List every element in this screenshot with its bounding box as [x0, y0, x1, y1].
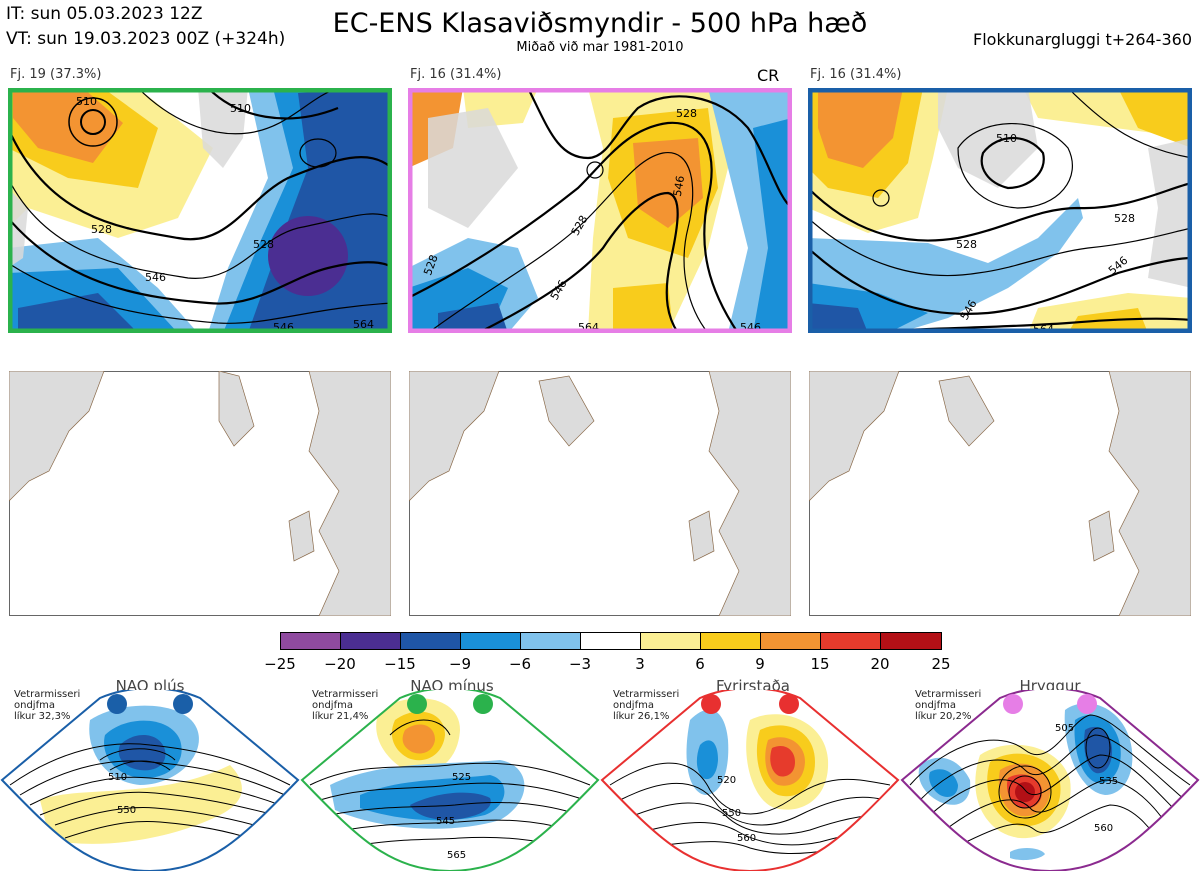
cluster-map-2: 528 546 528 546 528 564 546: [408, 88, 792, 333]
contour-label: 528: [91, 223, 112, 236]
colorbar-swatch: [760, 632, 821, 650]
contour-label: 565: [447, 850, 466, 861]
regime-map-blocking: 520 550 560: [600, 690, 900, 871]
colorbar-swatch: [580, 632, 641, 650]
regime-map-nao-plus: 510 550: [0, 690, 300, 871]
page-title: EC-ENS Klasaviðsmyndir - 500 hPa hæð: [332, 8, 868, 39]
contour-label: 528: [956, 238, 977, 251]
initial-time: IT: sun 05.03.2023 12Z: [6, 4, 203, 24]
cluster-map-3: 510 528 528 546 546 564: [808, 88, 1192, 333]
contour-label: 528: [1114, 212, 1135, 225]
contour-label: 564: [1033, 323, 1054, 333]
panel-1-label: Fj. 19 (37.3%): [10, 67, 102, 82]
contour-label: 525: [452, 772, 471, 783]
cluster-map-1: 510 528 546 528 546 510 564: [8, 88, 392, 333]
colorbar-swatch: [460, 632, 521, 650]
empty-map-1: [9, 371, 391, 616]
colorbar-tick-label: −25: [264, 655, 296, 673]
contour-label: 545: [436, 816, 455, 827]
panel-3-label: Fj. 16 (31.4%): [810, 67, 902, 82]
contour-label: 560: [737, 833, 756, 844]
colorbar-swatch: [280, 632, 341, 650]
page-subtitle: Miðað við mar 1981-2010: [516, 40, 684, 55]
contour-label: 505: [1055, 723, 1074, 734]
contour-label: 520: [717, 775, 736, 786]
contour-label: 550: [117, 805, 136, 816]
contour-label: 510: [76, 95, 97, 108]
regime-note-4: Vetrarmisseri ondjfma líkur 20,2%: [915, 689, 982, 722]
contour-label: 546: [145, 271, 166, 284]
contour-label: 535: [1099, 776, 1118, 787]
contour-label: 510: [230, 102, 251, 115]
contour-label: 528: [676, 107, 697, 120]
panel-2-tag: CR: [757, 66, 780, 85]
regime-note-2: Vetrarmisseri ondjfma líkur 21,4%: [312, 689, 379, 722]
contour-label: 528: [253, 238, 274, 251]
colorbar-tick-label: −9: [448, 655, 472, 673]
regime-note-3: Vetrarmisseri ondjfma líkur 26,1%: [613, 689, 680, 722]
colorbar-swatch: [820, 632, 881, 650]
regime-map-ridge: 505 535 560: [900, 690, 1200, 871]
contour-label: 564: [353, 318, 374, 331]
colorbar-tick-label: 6: [695, 655, 705, 673]
panel-2-label: Fj. 16 (31.4%): [410, 67, 502, 82]
classification-window: Flokkunargluggi t+264-360: [973, 30, 1192, 49]
colorbar-swatch: [880, 632, 942, 650]
colorbar-tick-label: 15: [810, 655, 830, 673]
valid-time: VT: sun 19.03.2023 00Z (+324h): [6, 29, 286, 49]
colorbar-tick-label: −15: [384, 655, 416, 673]
colorbar-tick-label: −20: [324, 655, 356, 673]
colorbar-swatch: [520, 632, 581, 650]
colorbar-swatch: [700, 632, 761, 650]
regime-map-nao-minus: 525 545 565: [300, 690, 600, 871]
contour-label: 510: [996, 132, 1017, 145]
empty-map-2: [409, 371, 791, 616]
contour-label: 510: [108, 772, 127, 783]
contour-label: 546: [671, 175, 687, 198]
colorbar-tick-label: 25: [931, 655, 951, 673]
colorbar-swatch: [640, 632, 701, 650]
colorbar-tick-label: 3: [635, 655, 645, 673]
colorbar-swatch: [340, 632, 401, 650]
empty-map-3: [809, 371, 1191, 616]
colorbar-tick-label: 9: [755, 655, 765, 673]
colorbar-swatch: [400, 632, 461, 650]
colorbar-tick-label: −6: [508, 655, 532, 673]
colorbar-tick-label: −3: [568, 655, 592, 673]
contour-label: 560: [1094, 823, 1113, 834]
contour-label: 550: [722, 808, 741, 819]
colorbar-tick-label: 20: [870, 655, 890, 673]
regime-note-1: Vetrarmisseri ondjfma líkur 32,3%: [14, 689, 81, 722]
